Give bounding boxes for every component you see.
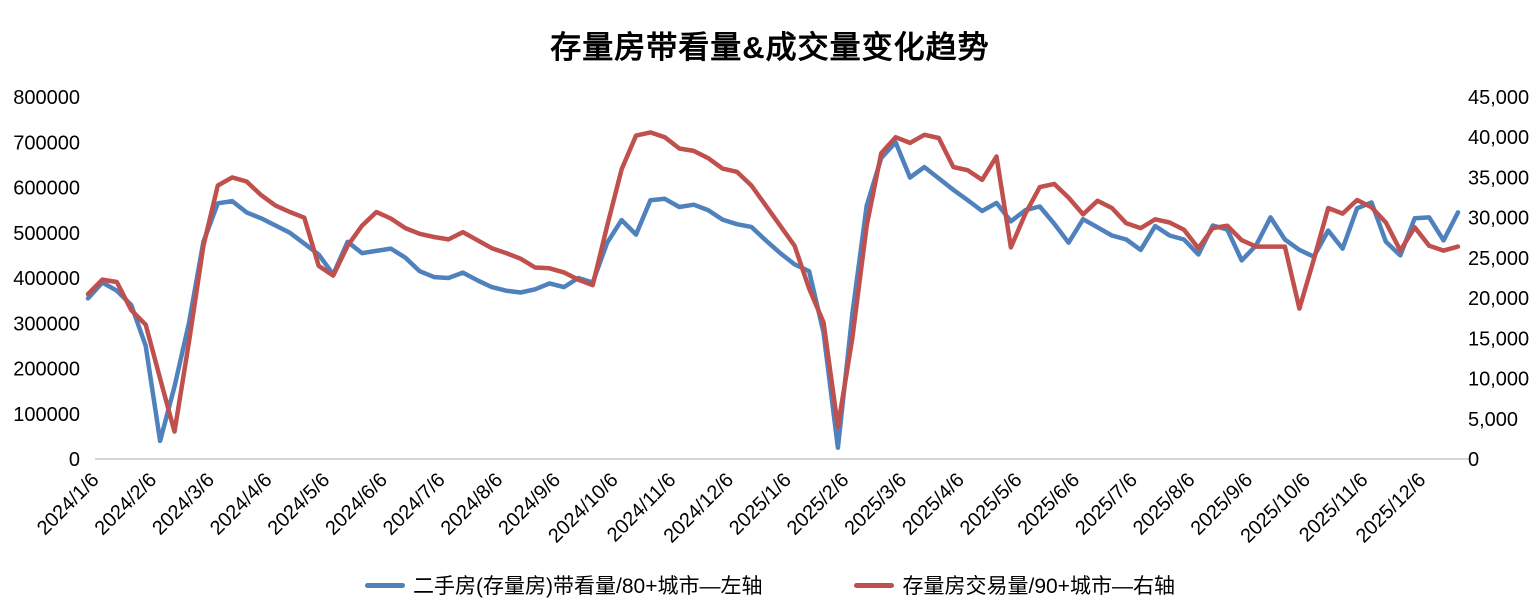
y-axis-right: 0 5,000 10,000 15,000 20,000 25,000 30,000 35,0…	[1468, 87, 1529, 471]
y-axis-left-tick: 0	[69, 449, 80, 471]
series-transactions-line	[85, 130, 1461, 434]
y-axis-right-tick: 45,000	[1468, 87, 1529, 109]
y-axis-left-tick: 200000	[13, 359, 80, 381]
y-axis-right-tick: 15,000	[1468, 328, 1529, 350]
y-axis-left-tick: 400000	[13, 268, 80, 290]
legend-label-viewings: 二手房(存量房)带看量/80+城市—左轴	[413, 575, 763, 598]
x-axis-tick: 2024/4/6	[206, 469, 277, 540]
legend-item-transactions: 存量房交易量/90+城市—右轴	[854, 570, 1175, 600]
x-axis-tick: 2025/3/6	[841, 469, 912, 540]
legend-swatch-transactions-line	[854, 582, 895, 588]
x-axis-tick: 2024/5/6	[264, 469, 335, 540]
y-axis-left-tick: 600000	[13, 178, 80, 200]
y-axis-left: 0 100000 200000 300000 400000 500000 600000 700…	[13, 87, 80, 471]
x-axis-tick: 2025/7/6	[1071, 469, 1142, 540]
x-axis-tick: 2025/2/6	[783, 469, 854, 540]
x-axis-tick: 2024/7/6	[379, 469, 450, 540]
y-axis-left-tick: 300000	[13, 313, 80, 335]
x-axis-tick: 2025/1/6	[725, 469, 796, 540]
y-axis-left-tick: 800000	[13, 87, 80, 109]
y-axis-right-tick: 0	[1468, 449, 1479, 471]
y-axis-right-tick: 30,000	[1468, 208, 1529, 230]
legend: 二手房(存量房)带看量/80+城市—左轴 存量房交易量/90+城市—右轴	[0, 570, 1540, 600]
y-axis-left-tick: 100000	[13, 404, 80, 426]
y-axis-right-tick: 40,000	[1468, 127, 1529, 149]
y-axis-right-tick: 10,000	[1468, 369, 1529, 391]
legend-swatch-viewings-line	[365, 582, 406, 588]
x-axis-tick: 2024/2/6	[91, 469, 162, 540]
x-axis-tick: 2024/3/6	[148, 469, 219, 540]
x-axis-tick: 2024/6/6	[321, 469, 392, 540]
x-axis-tick: 2024/1/6	[33, 469, 104, 540]
y-axis-right-tick: 35,000	[1468, 167, 1529, 189]
y-axis-right-tick: 5,000	[1468, 409, 1518, 431]
y-axis-left-tick: 500000	[13, 223, 80, 245]
x-axis-tick: 2025/5/6	[956, 469, 1027, 540]
y-axis-left-tick: 700000	[13, 132, 80, 154]
x-axis-tick: 2025/4/6	[898, 469, 969, 540]
series-viewings-line	[85, 140, 1461, 450]
y-axis-right-tick: 20,000	[1468, 288, 1529, 310]
x-axis-tick: 2025/6/6	[1014, 469, 1085, 540]
legend-label-transactions: 存量房交易量/90+城市—右轴	[902, 575, 1175, 598]
legend-item-viewings: 二手房(存量房)带看量/80+城市—左轴	[365, 570, 762, 600]
x-axis-tick: 2024/8/6	[437, 469, 508, 540]
x-axis: 2024/1/62024/2/62024/3/62024/4/62024/5/6…	[33, 469, 1430, 547]
chart-title: 存量房带看量&成交量变化趋势	[550, 30, 990, 65]
y-axis-right-tick: 25,000	[1468, 248, 1529, 270]
x-axis-tick: 2025/8/6	[1129, 469, 1200, 540]
